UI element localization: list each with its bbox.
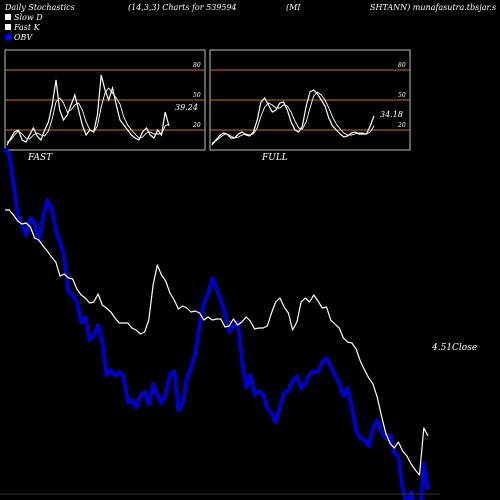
main-series-obv (3, 146, 430, 500)
fast-panel-title: FAST (27, 153, 53, 163)
legend-swatch-obv (4, 33, 12, 41)
legend-label-obv: OBV (14, 33, 33, 42)
legend-swatch-fast-k (5, 24, 11, 30)
full-series-fast-k (211, 89, 375, 146)
fast-series-slow-d (6, 87, 170, 143)
legend-label-slow-d: Slow D (14, 13, 43, 22)
full-tick-label-20: 20 (397, 122, 406, 129)
legend-swatch-slow-d (5, 14, 11, 20)
full-tick-label-80: 80 (398, 62, 406, 69)
fast-tick-label-50: 50 (193, 92, 201, 99)
full-series-slow-d (211, 91, 375, 144)
full-last-value: 34.18 (380, 110, 403, 119)
fast-last-value: 39.24 (175, 103, 198, 112)
fast-stochastic-panel: 20 50 80 39.24 FAST (4, 49, 206, 163)
legend: Slow D Fast K OBV (4, 13, 43, 42)
fast-tick-label-80: 80 (193, 62, 201, 69)
fast-series-fast-k (6, 74, 170, 146)
header-right: SHTANN) munafasutra.tbsjar.s (370, 3, 496, 12)
header-params: (14,3,3) Charts for 539594 (128, 3, 237, 12)
main-price-obv-area (3, 146, 430, 500)
legend-label-fast-k: Fast K (13, 23, 41, 32)
main-series-close (5, 209, 429, 476)
header-left: Daily Stochastics (4, 3, 75, 12)
full-panel-title: FULL (261, 153, 288, 163)
fast-tick-label-20: 20 (192, 122, 201, 129)
full-tick-label-50: 50 (398, 92, 406, 99)
close-value-label: 4.51Close (431, 343, 477, 353)
full-stochastic-panel: 20 50 80 34.18 FULL (209, 49, 411, 163)
header-mid: (MI (286, 3, 301, 12)
